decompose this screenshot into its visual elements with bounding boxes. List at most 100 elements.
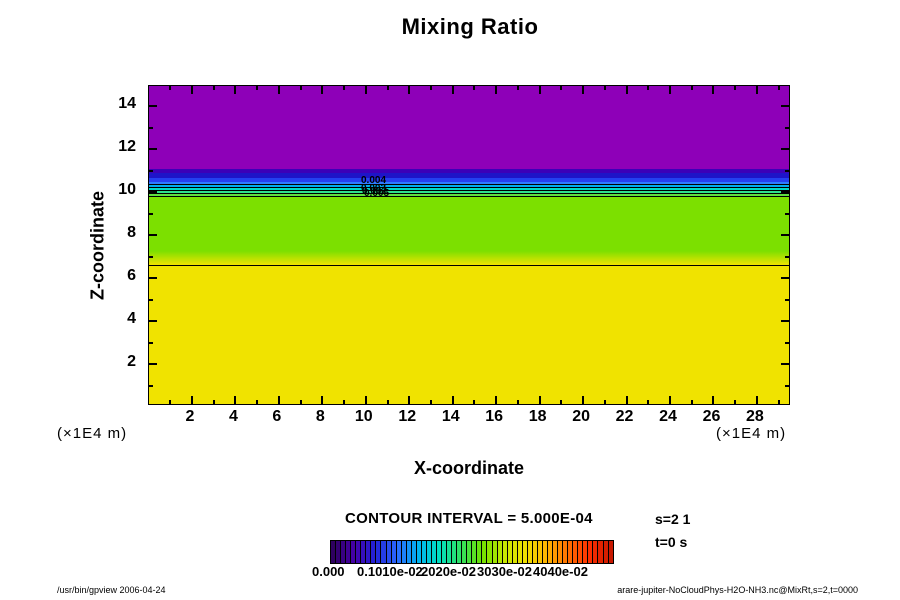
colorbar-cell <box>603 541 608 563</box>
x-tick-label: 12 <box>398 408 417 425</box>
contour-line <box>149 190 789 191</box>
heatmap-band <box>149 250 789 265</box>
colorbar-cell <box>492 541 497 563</box>
axis-tick <box>647 86 649 90</box>
axis-tick <box>191 396 193 404</box>
colorbar-cell <box>583 541 588 563</box>
colorbar-cell <box>431 541 436 563</box>
y-tick-label: 4 <box>127 310 136 327</box>
x-tick-label: 16 <box>485 408 504 425</box>
x-axis-unit-right: (×1E4 m) <box>716 425 787 442</box>
axis-tick <box>234 396 236 404</box>
axis-tick <box>430 86 432 90</box>
axis-tick <box>300 400 302 404</box>
heatmap-band <box>149 86 789 170</box>
colorbar-cell <box>366 541 371 563</box>
axis-tick <box>408 396 410 404</box>
axis-tick <box>256 86 258 90</box>
axis-tick <box>430 400 432 404</box>
x-tick-label: 14 <box>441 408 460 425</box>
heatmap-band <box>149 169 789 173</box>
axis-tick <box>256 400 258 404</box>
axis-tick <box>149 213 153 215</box>
x-tick-label: 24 <box>659 408 677 425</box>
colorbar <box>330 540 614 564</box>
axis-tick <box>647 400 649 404</box>
colorbar-cell <box>522 541 527 563</box>
colorbar-cell <box>573 541 578 563</box>
contour-line <box>149 193 789 194</box>
colorbar-tick-label: 3030e-02 <box>477 564 532 579</box>
axis-tick <box>149 385 153 387</box>
axis-tick <box>321 396 323 404</box>
colorbar-tick-label: 0.1010e-02 <box>357 564 423 579</box>
axis-tick <box>517 86 519 90</box>
x-tick-label: 6 <box>272 408 282 425</box>
axis-tick <box>149 191 157 193</box>
colorbar-cell <box>361 541 366 563</box>
axis-tick <box>781 105 789 107</box>
axis-tick <box>343 86 345 90</box>
colorbar-cell <box>548 541 553 563</box>
axis-tick <box>234 86 236 94</box>
x-tick-label: 28 <box>746 408 764 425</box>
colorbar-cell <box>563 541 568 563</box>
axis-tick <box>213 86 215 90</box>
colorbar-cell <box>472 541 477 563</box>
contour-value-label: 0.004 <box>361 175 387 186</box>
colorbar-cell <box>447 541 452 563</box>
colorbar-cell <box>386 541 391 563</box>
axis-tick <box>343 400 345 404</box>
axis-tick <box>539 86 541 94</box>
heatmap-band <box>149 178 789 182</box>
y-tick-label: 12 <box>118 138 136 155</box>
y-tick-label: 10 <box>118 181 136 198</box>
axis-tick <box>785 256 789 258</box>
heatmap-band <box>149 187 789 191</box>
colorbar-cell <box>588 541 593 563</box>
colorbar-cell <box>593 541 598 563</box>
colorbar-cell <box>442 541 447 563</box>
axis-tick <box>785 342 789 344</box>
axis-tick <box>365 86 367 94</box>
axis-tick <box>149 363 157 365</box>
axis-tick <box>756 86 758 94</box>
colorbar-cell <box>537 541 542 563</box>
colorbar-cell <box>452 541 457 563</box>
axis-tick <box>149 277 157 279</box>
axis-tick <box>191 86 193 94</box>
contour-interval-label: CONTOUR INTERVAL = 5.000E-04 <box>345 510 593 527</box>
axis-tick <box>781 191 789 193</box>
axis-tick <box>560 400 562 404</box>
axis-tick <box>278 396 280 404</box>
axis-tick <box>321 86 323 94</box>
footer-program-info: /usr/bin/gpview 2006-04-24 <box>57 585 166 595</box>
contour-line <box>149 265 789 266</box>
colorbar-cell <box>542 541 548 563</box>
x-tick-label: 22 <box>615 408 634 425</box>
heatmap-band <box>149 184 789 188</box>
axis-tick <box>149 234 157 236</box>
colorbar-cell <box>512 541 517 563</box>
axis-tick <box>387 86 389 90</box>
axis-tick <box>149 342 153 344</box>
colorbar-cell <box>497 541 502 563</box>
colorbar-cell <box>598 541 603 563</box>
colorbar-tick-label: 4040e-02 <box>533 564 588 579</box>
axis-tick <box>781 148 789 150</box>
axis-tick <box>712 86 714 94</box>
footer-file-info: arare-jupiter-NoCloudPhys-H2O-NH3.nc@Mix… <box>617 585 858 595</box>
colorbar-cell <box>487 541 492 563</box>
axis-tick <box>149 148 157 150</box>
axis-tick <box>169 400 171 404</box>
y-tick-label: 2 <box>127 353 136 370</box>
axis-tick <box>473 86 475 90</box>
colorbar-cell <box>426 541 431 563</box>
axis-tick <box>785 299 789 301</box>
axis-tick <box>691 86 693 90</box>
axis-tick <box>785 127 789 129</box>
y-tick-label: 8 <box>127 224 136 241</box>
axis-tick <box>781 277 789 279</box>
colorbar-cell <box>467 541 472 563</box>
axis-tick <box>495 86 497 94</box>
